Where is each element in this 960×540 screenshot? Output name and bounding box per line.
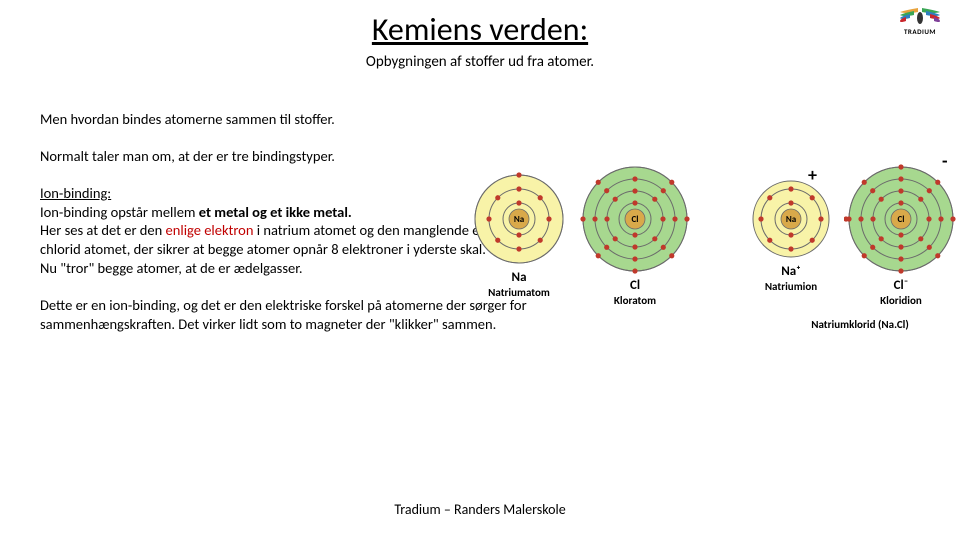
atom-name: Natriumatom xyxy=(470,286,568,299)
logo-wings-icon xyxy=(898,6,942,26)
atom-na2: Na Na⁺Natriumion xyxy=(748,176,834,293)
atom-cl2: Cl Cl⁻Kloridion xyxy=(844,162,958,307)
svg-text:Na: Na xyxy=(786,214,796,225)
charge-sign: + xyxy=(808,164,817,186)
svg-text:Cl: Cl xyxy=(632,214,639,225)
svg-text:Na: Na xyxy=(514,214,524,225)
ion-heading: Ion-binding: xyxy=(40,184,111,202)
atom-name: Kloridion xyxy=(844,294,958,307)
atom-symbol: Cl xyxy=(578,278,692,293)
tradium-logo: TRADIUM xyxy=(890,6,950,36)
atom-name: Kloratom xyxy=(578,294,692,307)
compound-label: Natriumklorid (Na.Cl) xyxy=(760,318,960,331)
atom-symbol: Cl⁻ xyxy=(844,278,958,293)
atom-cl1: ClClKloratom xyxy=(578,162,692,307)
page-title: Kemiens verden: xyxy=(0,10,960,49)
svg-text:Cl: Cl xyxy=(898,214,905,225)
atom-diagram: NaNaNatriumatomClClKloratomNaNa⁺Natriumi… xyxy=(460,150,950,350)
atom-na1: NaNaNatriumatom xyxy=(470,170,568,299)
footer-text: Tradium – Randers Malerskole xyxy=(0,501,960,518)
atom-symbol: Na xyxy=(470,270,568,285)
page-subtitle: Opbygningen af stoffer ud fra atomer. xyxy=(0,53,960,71)
paragraph-1: Men hvordan bindes atomerne sammen til s… xyxy=(40,110,560,129)
charge-sign: - xyxy=(942,150,948,172)
atom-symbol: Na⁺ xyxy=(748,264,834,279)
atom-name: Natriumion xyxy=(748,280,834,293)
logo-text: TRADIUM xyxy=(890,27,950,36)
